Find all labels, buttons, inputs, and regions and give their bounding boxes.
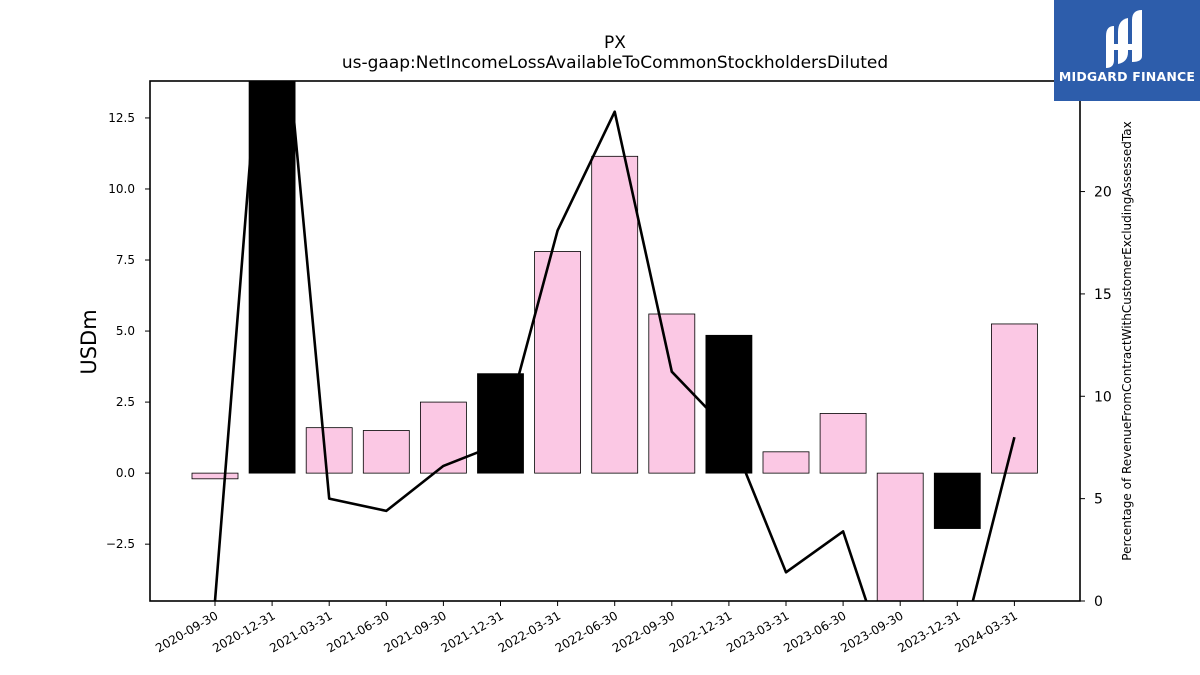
x-tick-label: 2022-09-30 (610, 608, 677, 655)
x-tick-label: 2021-03-31 (267, 608, 334, 655)
x-tick-label: 2022-03-31 (496, 608, 563, 655)
bar-2023-09-30 (876, 472, 924, 601)
bar-2022-06-30 (591, 155, 639, 474)
chart-subtitle: us-gaap:NetIncomeLossAvailableToCommonSt… (342, 53, 888, 73)
y2-tick-label: 20 (1094, 185, 1112, 201)
y-tick-label: 10.0 (108, 182, 135, 196)
y-tick-label: 0.0 (116, 466, 135, 480)
x-tick-label: 2022-12-31 (667, 608, 734, 655)
x-tick-label: 2021-09-30 (381, 608, 448, 655)
bar-2023-12-31 (933, 472, 981, 529)
y2-tick-label: 15 (1094, 287, 1112, 303)
brand-name: MIDGARD FINANCE (1058, 69, 1196, 84)
line-series (213, 81, 1016, 601)
bar-2023-06-30 (819, 413, 867, 474)
y2-axis-label: Percentage of RevenueFromContractWithCus… (1120, 121, 1134, 560)
brand-logo: MIDGARD FINANCE (1054, 0, 1200, 101)
x-tick-label: 2023-03-31 (724, 608, 791, 655)
bar-2022-03-31 (534, 251, 581, 474)
y-tick-label: 7.5 (116, 253, 135, 267)
y-tick-label: 12.5 (108, 111, 135, 125)
x-tick-label: 2023-09-30 (838, 608, 905, 655)
bar-2022-09-30 (648, 313, 696, 474)
y-axis-label: USDm (77, 309, 101, 374)
x-tick-label: 2021-06-30 (324, 608, 391, 655)
bar-2021-06-30 (362, 430, 410, 474)
y-tick-label: 5.0 (116, 324, 135, 338)
y2-tick-label: 10 (1094, 389, 1112, 405)
bar-2022-12-31 (705, 334, 753, 474)
x-tick-label: 2022-06-30 (553, 608, 620, 655)
x-tick-label: 2021-12-31 (439, 608, 506, 655)
bar-2020-12-31 (248, 81, 296, 474)
x-tick-label: 2020-12-31 (210, 608, 277, 655)
x-tick-label: 2024-03-31 (952, 608, 1019, 655)
x-tick-label: 2023-12-31 (895, 608, 962, 655)
y2-tick-label: 5 (1094, 492, 1103, 508)
x-tick-label: 2020-09-30 (153, 608, 220, 655)
y-tick-label: 2.5 (116, 395, 135, 409)
bar-2020-09-30 (191, 472, 239, 480)
bar-2023-03-31 (762, 451, 810, 474)
brand-logo-icon (1106, 10, 1142, 68)
bar-2021-03-31 (305, 427, 353, 474)
x-tick-label: 2023-06-30 (781, 608, 848, 655)
y-tick-label: −2.5 (106, 537, 135, 551)
bar-2021-12-31 (477, 373, 524, 474)
bar-2024-03-31 (991, 323, 1038, 474)
y2-tick-label: 0 (1094, 594, 1103, 610)
bar-2021-09-30 (419, 401, 467, 474)
chart-title: PX (604, 33, 626, 53)
